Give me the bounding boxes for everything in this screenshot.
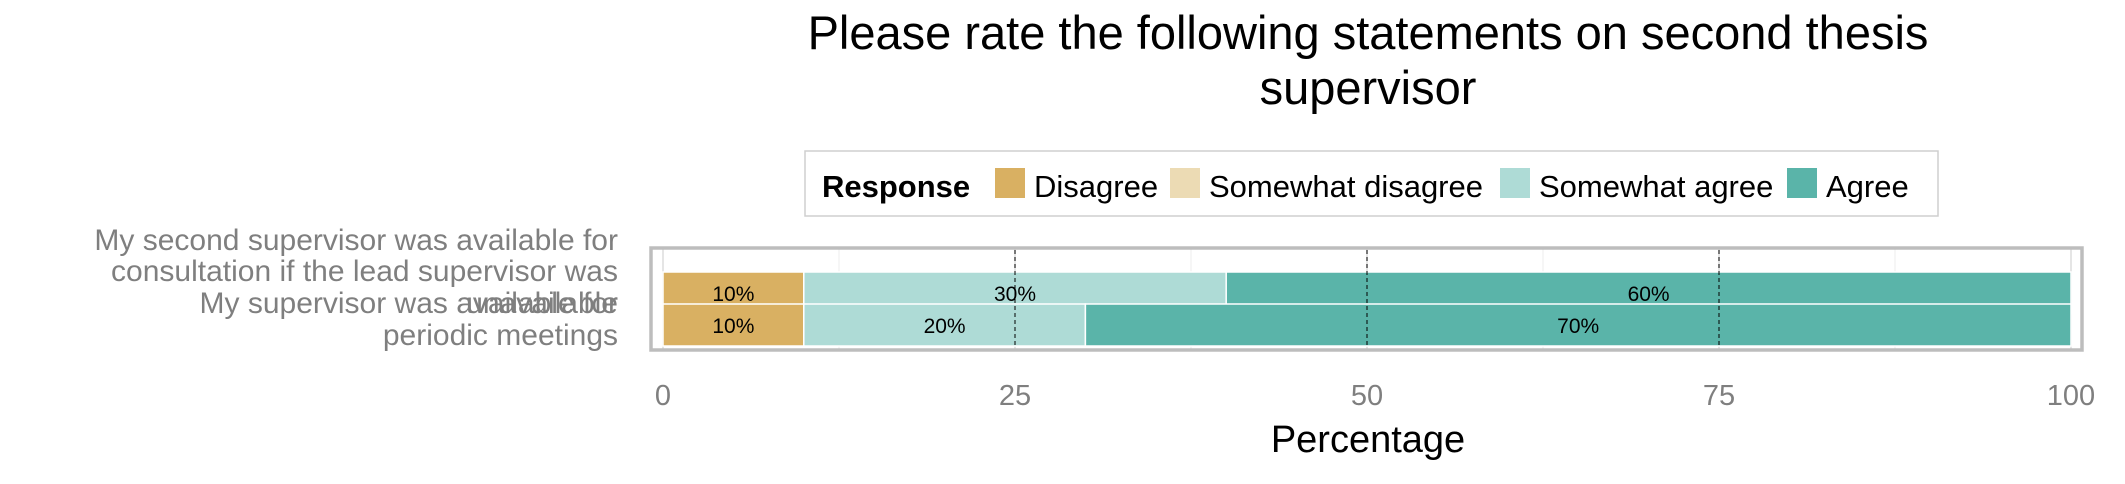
chart-title-line-2: supervisor xyxy=(1260,61,1477,114)
category-labels: My second supervisor was available forco… xyxy=(94,224,618,352)
chart-title: Please rate the following statements on … xyxy=(808,6,1929,114)
data-label: 20% xyxy=(924,315,966,338)
panel-border-frame xyxy=(649,246,2084,352)
legend: Response Disagree Somewhat disagree Somewh… xyxy=(804,150,1939,217)
legend-swatch xyxy=(995,168,1025,198)
category-label-line: consultation if the lead supervisor was xyxy=(111,255,618,288)
legend-label: Disagree xyxy=(1034,169,1158,204)
category-label-line: My second supervisor was available for xyxy=(94,224,618,257)
category-label-line: periodic meetings xyxy=(383,319,618,352)
bar-segment-disagree xyxy=(662,303,805,347)
bar-segment-somewhat-agree xyxy=(803,303,1087,347)
x-tick-label: 50 xyxy=(1351,380,1383,412)
reference-lines xyxy=(1014,250,1720,348)
legend-swatch xyxy=(1170,168,1200,198)
plot-area: 10% 30% 60%10% 20% 70% xyxy=(649,246,2084,352)
chart-title-line-1: Please rate the following statements on … xyxy=(808,6,1929,59)
legend-label: Somewhat disagree xyxy=(1209,169,1483,204)
panel-border xyxy=(649,246,2084,352)
legend-entry: Agree xyxy=(1787,168,1909,204)
x-axis-ticks: 0 25 50 75 100 xyxy=(655,380,2095,412)
legend-entry: Somewhat agree xyxy=(1500,168,1773,204)
x-tick-label: 25 xyxy=(999,380,1031,412)
legend-label: Agree xyxy=(1826,169,1909,204)
x-tick-label: 0 xyxy=(655,380,671,412)
legend-swatch xyxy=(1787,168,1817,198)
legend-entry: Somewhat disagree xyxy=(1170,168,1483,204)
legend-box xyxy=(804,150,1939,217)
legend-title: Response xyxy=(822,169,970,204)
data-label: 60% xyxy=(1628,283,1670,306)
category-label-line: unavailable xyxy=(466,287,618,320)
x-tick-label: 100 xyxy=(2047,380,2095,412)
legend-swatch xyxy=(1500,168,1530,198)
legend-entry: Disagree xyxy=(995,168,1158,204)
data-label: 10% xyxy=(712,283,754,306)
bars xyxy=(662,271,2072,347)
legend-entries: Disagree Somewhat disagree Somewhat agree A… xyxy=(995,168,1909,204)
bar-segment-agree xyxy=(1084,303,2072,347)
data-labels: 10% 30% 60%10% 20% 70% xyxy=(712,283,1669,338)
x-tick-label: 75 xyxy=(1703,380,1735,412)
legend-label: Somewhat agree xyxy=(1539,169,1773,204)
category-label-line: My supervisor was available for xyxy=(200,287,619,320)
data-label: 10% xyxy=(712,315,754,338)
x-axis-label: Percentage xyxy=(1271,419,1465,461)
data-label: 70% xyxy=(1557,315,1599,338)
